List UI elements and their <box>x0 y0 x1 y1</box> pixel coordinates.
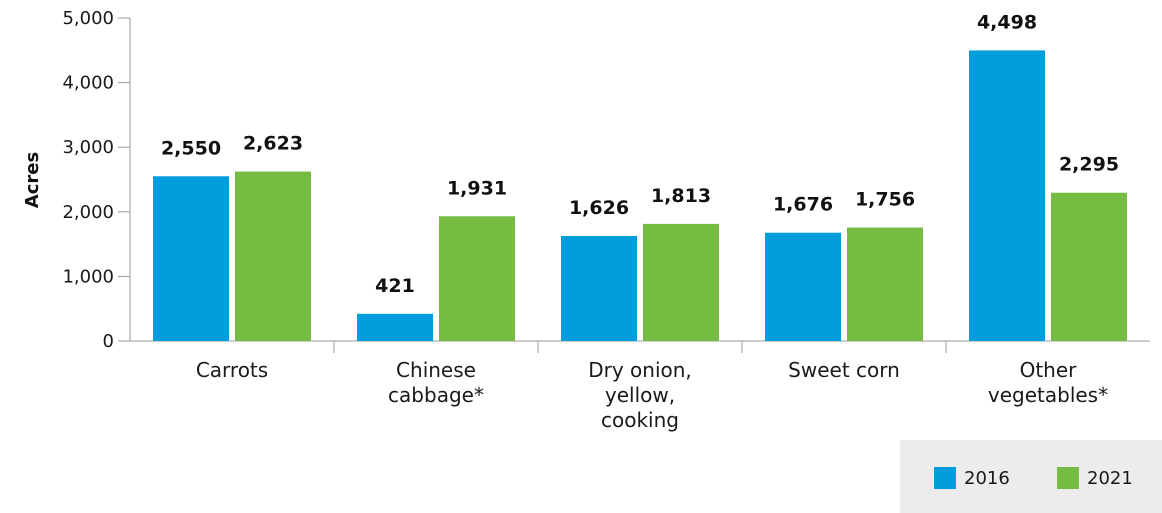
legend-swatch-2016 <box>934 467 956 489</box>
category-label: Chinese cabbage* <box>388 358 484 407</box>
bars <box>153 50 1127 341</box>
data-label: 1,676 <box>773 194 833 216</box>
y-tick-label: 4,000 <box>62 73 114 94</box>
bar-2016 <box>357 313 433 341</box>
bar-2016 <box>561 235 637 341</box>
y-tick-label: 1,000 <box>62 266 114 287</box>
x-axis <box>130 340 1150 353</box>
data-label: 1,626 <box>569 197 629 219</box>
legend: 2016 2021 <box>900 440 1162 513</box>
category-label: Other vegetables* <box>988 358 1108 407</box>
category-label: Dry onion, yellow, cooking <box>588 358 692 432</box>
legend-swatch-2021 <box>1057 467 1079 489</box>
legend-label-2021: 2021 <box>1087 467 1133 489</box>
bar-2021 <box>439 216 515 341</box>
data-label: 2,295 <box>1059 154 1119 176</box>
bar-2021 <box>643 223 719 341</box>
data-label: 1,813 <box>651 185 711 207</box>
data-label: 421 <box>375 275 415 297</box>
y-tick-label: 5,000 <box>62 8 114 29</box>
legend-label-2016: 2016 <box>964 467 1010 489</box>
data-label: 2,550 <box>161 137 221 159</box>
bar-2021 <box>235 171 311 341</box>
y-axis-title: Acres <box>22 152 43 208</box>
bar-2016 <box>765 232 841 341</box>
bar-2021 <box>847 227 923 341</box>
bar-2021 <box>1051 192 1127 341</box>
y-tick-label: 0 <box>103 331 114 352</box>
data-label: 2,623 <box>243 133 303 155</box>
category-labels: Carrots Chinese cabbage* Dry onion, yellow, c… <box>196 358 1108 432</box>
y-tick-label: 2,000 <box>62 202 114 223</box>
y-axis: 0 1,000 2,000 3,000 4,000 5,000 <box>62 8 131 352</box>
bar-2016 <box>969 50 1045 341</box>
bar-2016 <box>153 176 229 341</box>
data-label: 1,931 <box>447 177 507 199</box>
category-label: Sweet corn <box>788 358 900 382</box>
category-label: Carrots <box>196 358 268 382</box>
y-tick-label: 3,000 <box>62 137 114 158</box>
data-label: 4,498 <box>977 11 1037 33</box>
data-label: 1,756 <box>855 189 915 211</box>
legend-item-2016: 2016 <box>934 467 1010 489</box>
legend-item-2021: 2021 <box>1057 467 1133 489</box>
value-labels: 2,550 2,623 421 1,931 1,626 1,813 1,676 1,756 4,… <box>161 11 1119 296</box>
